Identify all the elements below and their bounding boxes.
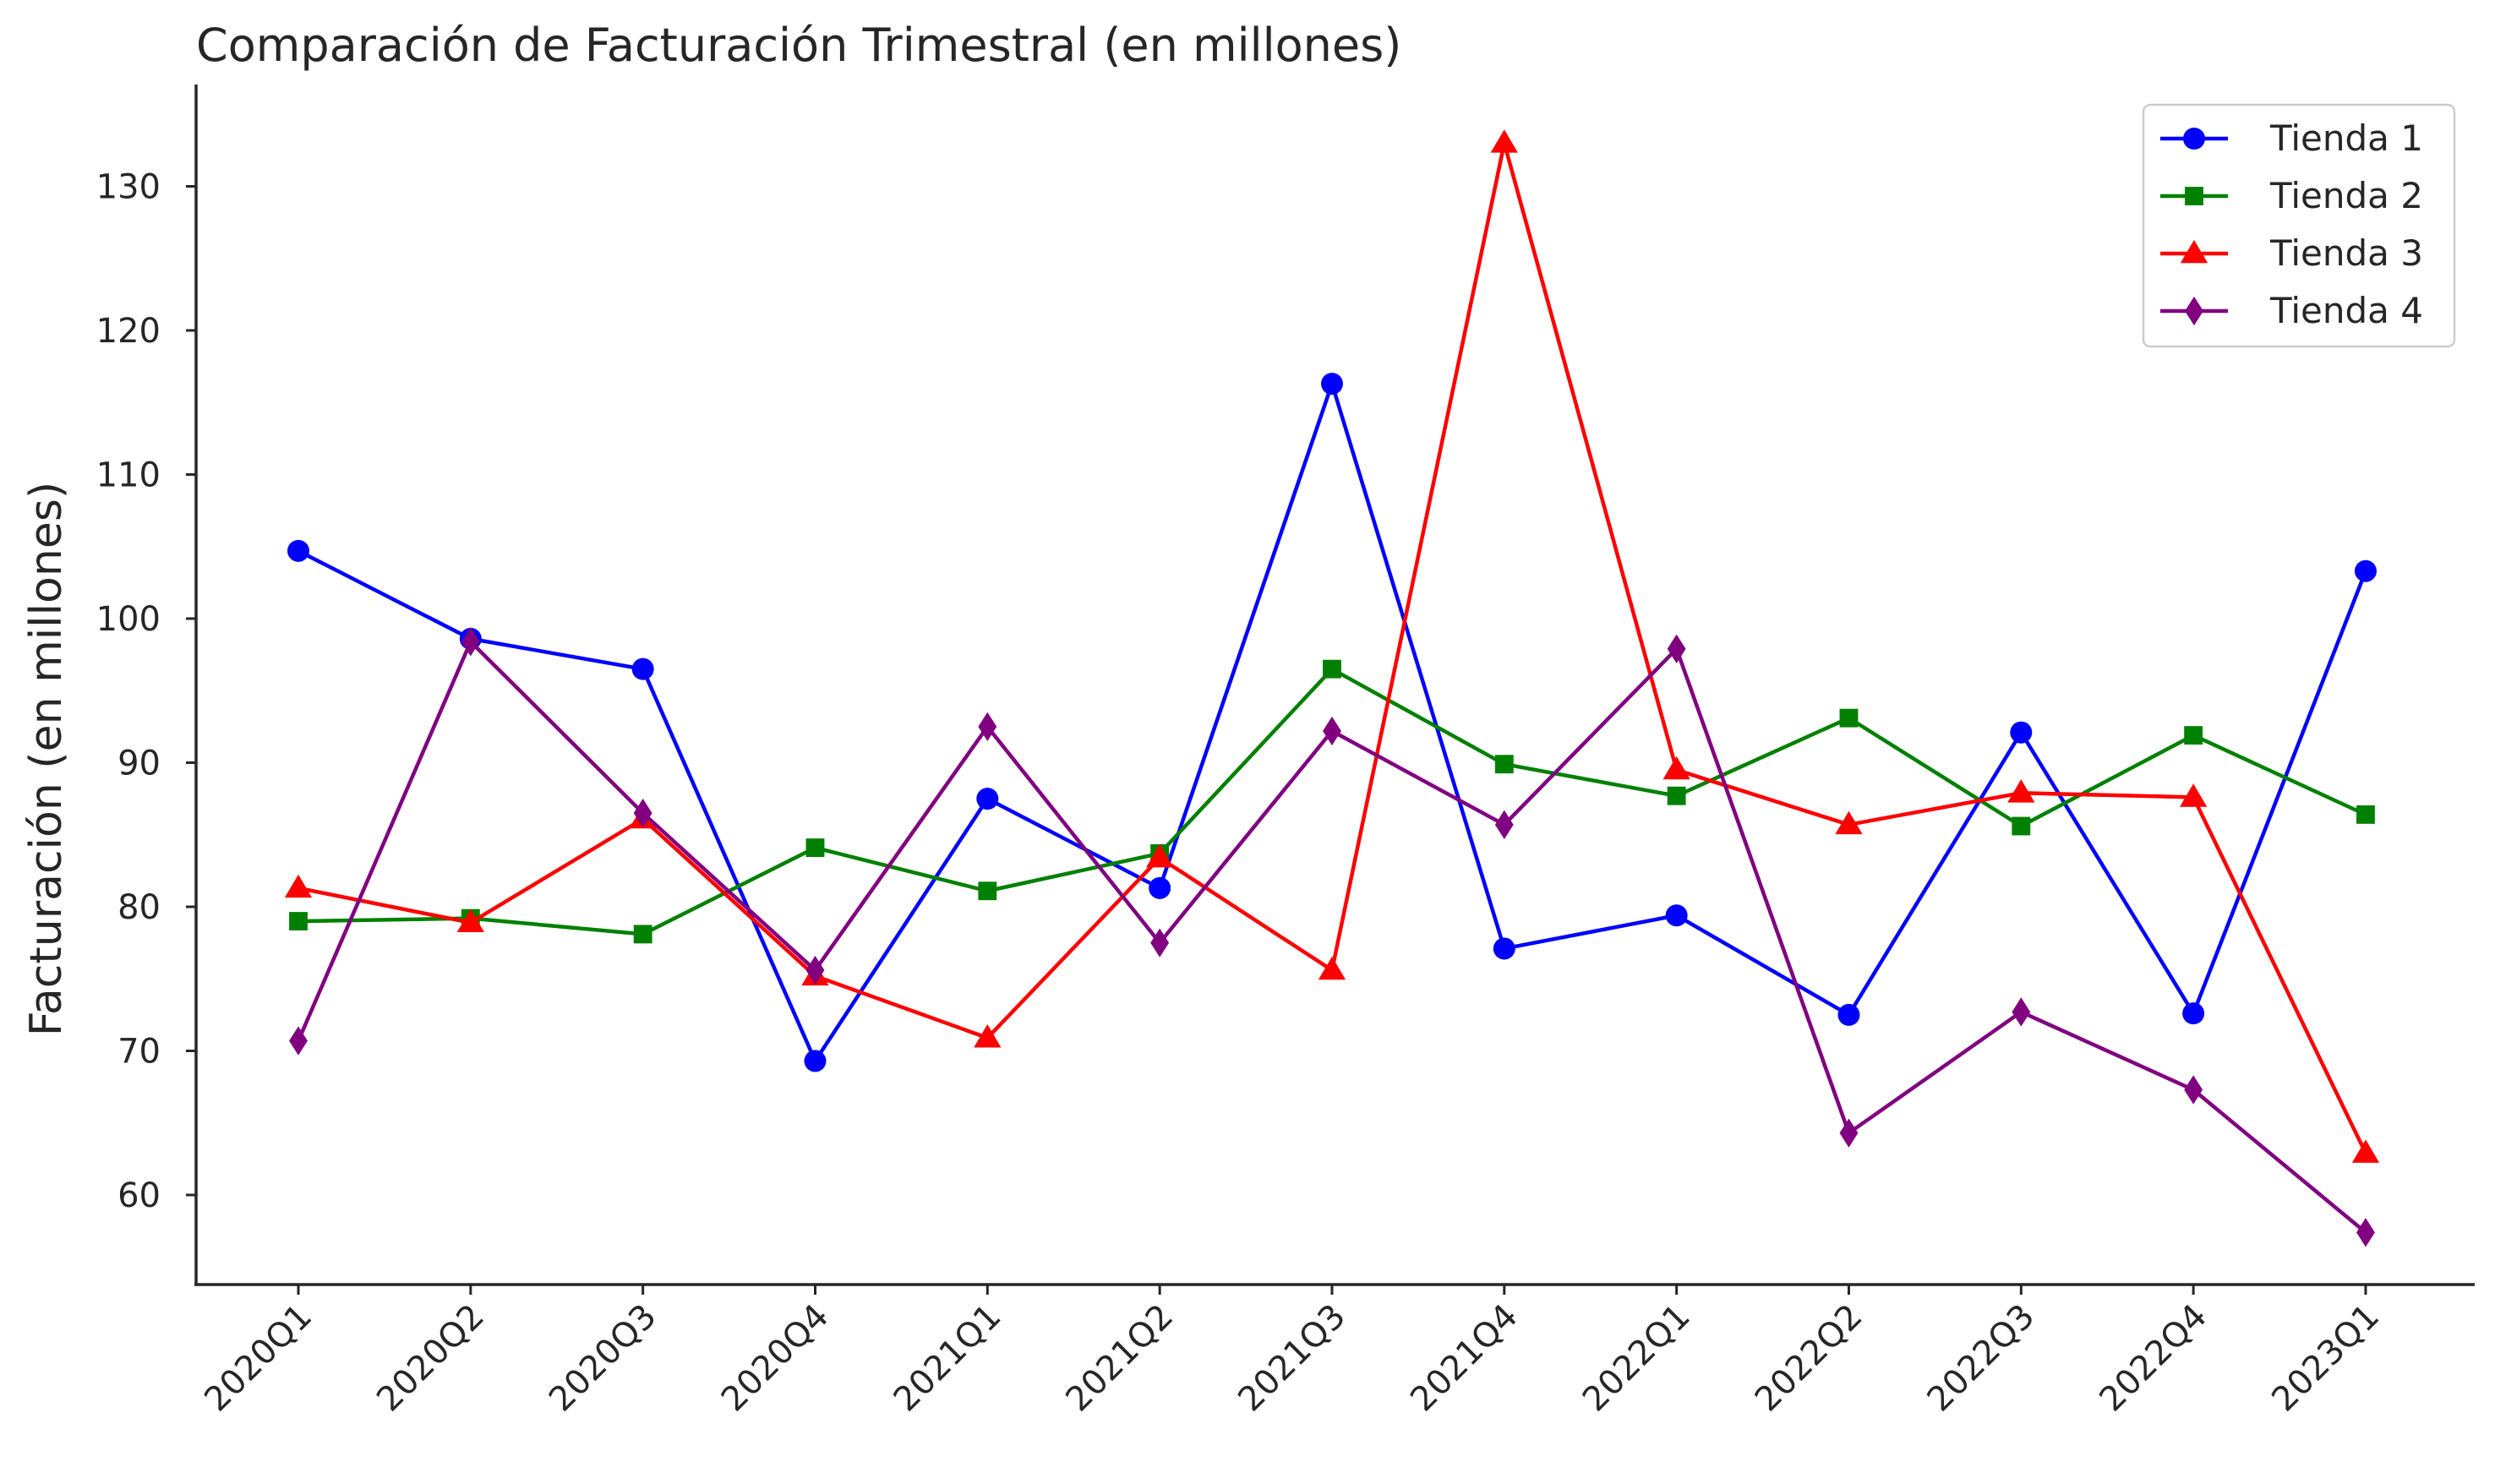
data-point [1323, 716, 1341, 746]
data-point [1490, 129, 1518, 153]
legend-item: Tienda 4 [2160, 290, 2423, 331]
y-tick-label: 120 [96, 312, 161, 351]
legend: Tienda 1 Tienda 2 Tienda 3 Tienda 4 [2142, 103, 2456, 348]
legend-frame [2142, 103, 2456, 348]
data-point [2012, 997, 2031, 1027]
data-point [805, 955, 825, 985]
data-point [1839, 708, 1859, 728]
y-tick-label: 110 [96, 456, 161, 495]
data-point [2354, 559, 2377, 582]
data-point [633, 799, 652, 828]
legend-marker [2180, 239, 2208, 264]
data-point [804, 1050, 827, 1072]
axes [194, 85, 2475, 1286]
data-point [805, 838, 825, 858]
legend-label: Tienda 3 [2269, 232, 2423, 274]
series-4 [289, 627, 2375, 1247]
data-point [456, 908, 484, 933]
data-point [976, 788, 999, 810]
legend-items: Tienda 1 Tienda 2 Tienda 3 Tienda 4 [2160, 117, 2423, 331]
data-point [978, 881, 997, 901]
data-point [974, 1024, 1002, 1048]
y-tick-label: 60 [117, 1176, 161, 1215]
data-point [1146, 843, 1174, 868]
data-point [2356, 805, 2375, 824]
y-tick-label: 90 [117, 745, 161, 783]
legend-item: Tienda 1 [2160, 117, 2423, 159]
data-point [461, 627, 480, 657]
legend-item: Tienda 3 [2160, 232, 2423, 274]
legend-marker [2183, 128, 2205, 150]
data-point [289, 1026, 308, 1056]
y-axis-label: Facturación (en millones) [21, 482, 72, 1036]
data-point [1150, 928, 1170, 958]
series-layer [284, 129, 2380, 1247]
data-point [2182, 1002, 2205, 1025]
legend-label: Tienda 1 [2269, 117, 2423, 159]
y-tick-label: 80 [117, 888, 161, 927]
series-1 [287, 373, 2377, 1072]
data-point [1839, 1118, 1859, 1148]
data-point [1667, 634, 1686, 663]
data-point [1494, 755, 1514, 774]
data-point [1323, 659, 1341, 679]
data-point [287, 539, 309, 562]
y-tick-label: 100 [96, 600, 161, 639]
legend-item: Tienda 2 [2160, 175, 2423, 216]
data-point [2351, 1139, 2380, 1163]
data-point [1665, 904, 1688, 927]
data-point [289, 912, 308, 930]
data-point [2356, 1218, 2375, 1247]
data-point [1493, 937, 1515, 960]
data-point [1662, 756, 1690, 780]
data-point [2012, 816, 2031, 836]
legend-marker [2185, 296, 2203, 326]
legend-label: Tienda 4 [2269, 290, 2423, 331]
data-point [1667, 786, 1686, 805]
data-point [2180, 783, 2208, 807]
y-tick-label: 70 [117, 1033, 161, 1072]
chart-title: Comparación de Facturación Trimestral (e… [196, 19, 1401, 72]
data-point [1149, 876, 1171, 899]
data-point [1320, 373, 1343, 396]
legend-marker [2185, 187, 2203, 205]
data-point [633, 925, 652, 944]
data-point [1837, 1003, 1860, 1026]
data-point [1318, 956, 1346, 980]
data-point [978, 712, 997, 742]
data-point [2010, 721, 2033, 744]
data-point [2184, 1075, 2203, 1105]
data-point [1835, 810, 1863, 835]
data-point [1494, 810, 1514, 839]
y-tick-label: 130 [96, 168, 161, 207]
y-ticks: 60 70 80 90 100 110 120 130 [96, 168, 196, 1215]
data-point [631, 657, 654, 680]
data-point [2184, 726, 2203, 745]
data-point [284, 874, 313, 898]
legend-label: Tienda 2 [2269, 175, 2423, 216]
data-point [2007, 779, 2035, 803]
